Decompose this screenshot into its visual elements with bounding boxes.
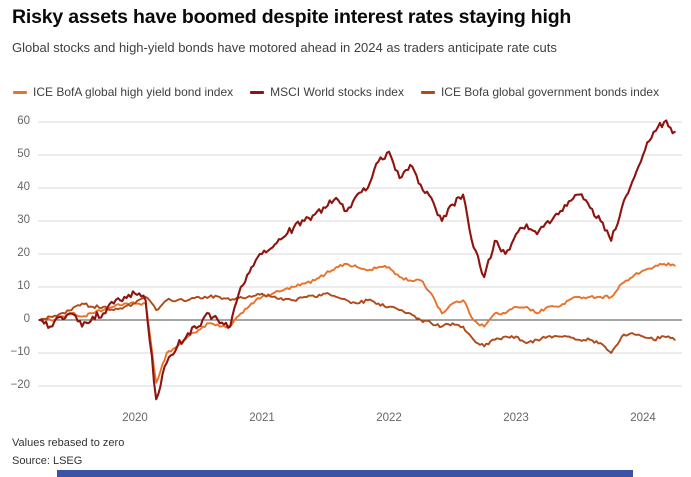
bottom-bar	[57, 470, 633, 477]
chart-subtitle: Global stocks and high-yield bonds have …	[12, 40, 557, 55]
y-tick-label: 0	[23, 313, 30, 325]
series-line-high_yield	[38, 262, 676, 384]
legend-label: ICE BofA global high yield bond index	[33, 85, 234, 99]
y-tick-label: 30	[17, 214, 30, 226]
legend-label: ICE Bofa global government bonds index	[440, 85, 660, 99]
y-tick-label: 20	[17, 247, 30, 259]
legend-marker-icon	[13, 90, 27, 94]
y-tick-label: −10	[10, 346, 30, 358]
legend-item-high_yield: ICE BofA global high yield bond index	[13, 85, 233, 99]
series-line-gov_bonds	[38, 292, 676, 354]
y-tick-label: 10	[17, 280, 30, 292]
source-label: Source: LSEG	[12, 455, 83, 467]
y-tick-label: 60	[17, 115, 30, 127]
chart-title: Risky assets have boomed despite interes…	[12, 6, 572, 28]
footnote: Values rebased to zero	[12, 437, 125, 449]
legend: ICE BofA global high yield bond index MSC…	[13, 85, 659, 99]
x-tick-label: 2022	[376, 412, 402, 424]
legend-item-gov_bonds: ICE Bofa global government bonds index	[420, 85, 660, 99]
y-tick-label: 50	[17, 148, 30, 160]
legend-label: MSCI World stocks index	[270, 85, 404, 99]
x-tick-label: 2023	[503, 412, 529, 424]
x-tick-label: 2021	[249, 412, 275, 424]
legend-item-msci_world: MSCI World stocks index	[250, 85, 404, 99]
legend-marker-icon	[420, 90, 435, 94]
legend-marker-icon	[250, 90, 265, 94]
x-tick-label: 2024	[630, 412, 656, 424]
y-tick-label: 40	[17, 181, 30, 193]
x-tick-label: 2020	[122, 412, 148, 424]
series-line-msci_world	[38, 119, 676, 401]
y-tick-label: −20	[10, 379, 30, 391]
